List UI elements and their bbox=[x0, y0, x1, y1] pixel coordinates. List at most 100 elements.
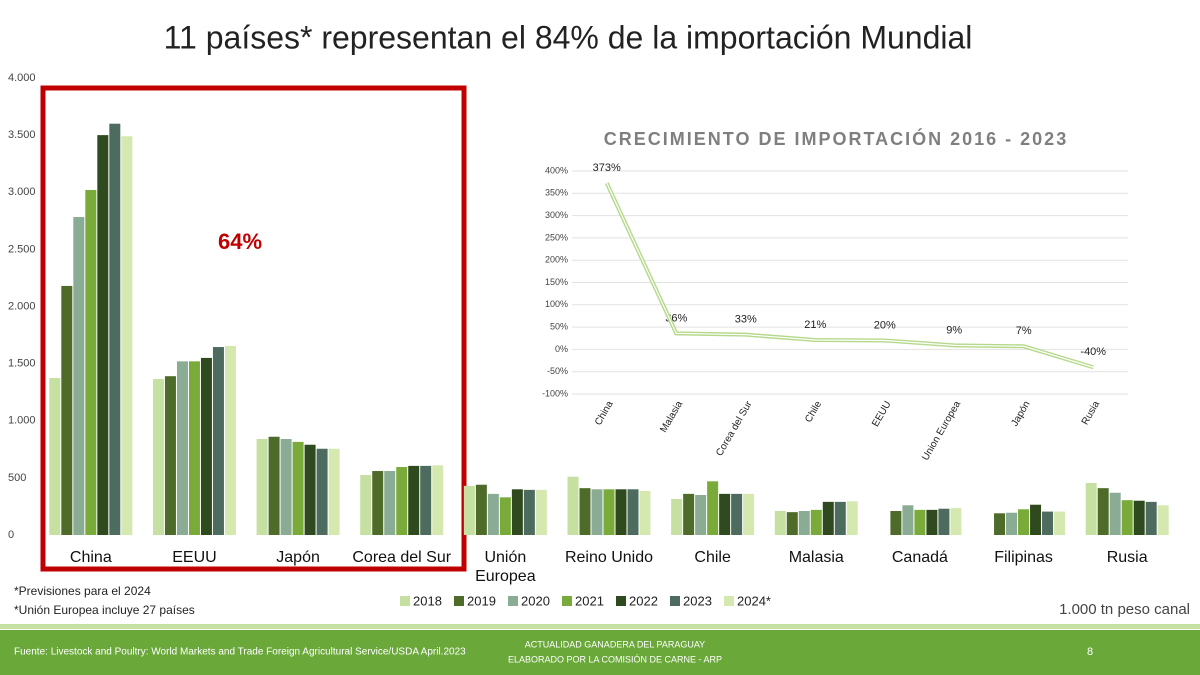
y-tick-label: 0 bbox=[8, 529, 14, 541]
bar bbox=[822, 501, 834, 535]
bar bbox=[396, 467, 408, 535]
bar bbox=[224, 345, 236, 535]
bar bbox=[408, 465, 420, 535]
y-tick-label: 0% bbox=[555, 344, 568, 354]
bar bbox=[1054, 511, 1066, 535]
bar bbox=[1121, 500, 1133, 535]
bar bbox=[950, 508, 962, 535]
bar bbox=[49, 378, 61, 535]
bar bbox=[846, 501, 858, 535]
x-tick-label: EEUU bbox=[172, 549, 217, 566]
x-tick-label: EEUU bbox=[870, 399, 893, 429]
y-tick-label: 100% bbox=[545, 299, 568, 309]
x-tick-label: Filipinas bbox=[994, 549, 1053, 566]
data-label: -40% bbox=[1080, 346, 1106, 358]
bar bbox=[810, 509, 822, 535]
bar bbox=[360, 475, 372, 535]
legend-swatch bbox=[508, 596, 518, 606]
x-tick-label: Japón bbox=[1009, 399, 1032, 428]
annotation: 64% bbox=[218, 229, 262, 254]
x-tick-label: Unión Europea bbox=[475, 549, 536, 585]
y-tick-label: 150% bbox=[545, 277, 568, 287]
bar bbox=[683, 493, 695, 535]
legend-swatch bbox=[562, 596, 572, 606]
bar bbox=[212, 347, 224, 535]
bar bbox=[292, 441, 304, 535]
y-tick-label: 400% bbox=[545, 165, 568, 175]
x-tick-label: Corea del Sur bbox=[352, 549, 452, 566]
data-label: 373% bbox=[593, 162, 621, 174]
y-tick-label: 3.500 bbox=[8, 129, 36, 141]
y-tick-label: -100% bbox=[542, 388, 568, 398]
bar bbox=[176, 361, 188, 535]
legend-swatch bbox=[400, 596, 410, 606]
x-tick-label: Corea del Sur bbox=[714, 399, 755, 459]
bar bbox=[256, 439, 268, 535]
data-label: 33% bbox=[735, 314, 757, 326]
x-tick-label: Malasia bbox=[788, 549, 844, 566]
y-tick-label: -50% bbox=[547, 366, 568, 376]
y-tick-label: 3.000 bbox=[8, 186, 36, 198]
inset-title: CRECIMIENTO DE IMPORTACIÓN 2016 - 2023 bbox=[604, 128, 1068, 149]
bar bbox=[1097, 488, 1109, 535]
x-tick-label: Chile bbox=[803, 399, 824, 425]
y-tick-label: 2.500 bbox=[8, 243, 36, 255]
highlight-box bbox=[40, 85, 467, 572]
bar bbox=[152, 379, 164, 535]
legend-label: 2019 bbox=[467, 593, 496, 608]
bar bbox=[938, 508, 950, 535]
bar bbox=[109, 123, 121, 535]
bar bbox=[85, 189, 97, 535]
y-tick-label: 300% bbox=[545, 210, 568, 220]
footer-center: ELABORADO POR LA COMISIÓN DE CARNE - ARP bbox=[508, 654, 722, 664]
footer-line bbox=[0, 624, 1200, 629]
y-tick-label: 250% bbox=[545, 232, 568, 242]
bar bbox=[475, 484, 487, 535]
bar bbox=[786, 512, 798, 535]
bar bbox=[695, 495, 707, 535]
legend-swatch bbox=[616, 596, 626, 606]
y-tick-label: 200% bbox=[545, 255, 568, 265]
bar bbox=[188, 361, 200, 535]
legend-label: 2020 bbox=[521, 593, 550, 608]
bar bbox=[798, 511, 810, 535]
bar bbox=[1133, 500, 1145, 535]
bar bbox=[926, 509, 938, 535]
footer-source: Fuente: Livestock and Poultry: World Mar… bbox=[14, 647, 466, 658]
line bbox=[604, 182, 1094, 370]
x-tick-label: Union Europea bbox=[920, 399, 963, 463]
legend-label: 2023 bbox=[683, 593, 712, 608]
y-tick-label: 1.500 bbox=[8, 358, 36, 370]
bar bbox=[1157, 505, 1169, 535]
bar bbox=[304, 444, 316, 535]
bar bbox=[707, 481, 719, 535]
bar bbox=[639, 491, 651, 535]
legend-swatch bbox=[454, 596, 464, 606]
bar bbox=[97, 135, 109, 535]
bar bbox=[890, 511, 902, 535]
bar bbox=[731, 493, 743, 535]
bar bbox=[200, 357, 212, 535]
data-label: 7% bbox=[1016, 325, 1032, 337]
legend-swatch bbox=[670, 596, 680, 606]
bar bbox=[567, 476, 579, 535]
x-tick-label: China bbox=[593, 399, 616, 428]
note: *Unión Europea incluye 27 países bbox=[14, 603, 195, 617]
bar bbox=[1006, 512, 1018, 535]
bar bbox=[73, 217, 85, 536]
bar bbox=[61, 285, 73, 535]
legend-label: 2024* bbox=[737, 593, 771, 608]
y-tick-label: 350% bbox=[545, 188, 568, 198]
bar bbox=[280, 439, 292, 535]
y-tick-label: 500 bbox=[8, 472, 26, 484]
bar bbox=[1018, 509, 1030, 535]
bar bbox=[463, 485, 475, 535]
footer-center: ACTUALIDAD GANADERA DEL PARAGUAY bbox=[525, 639, 705, 649]
bar bbox=[743, 493, 755, 535]
slide-title: 11 países* representan el 84% de la impo… bbox=[164, 19, 973, 55]
data-label: 20% bbox=[874, 319, 896, 331]
x-tick-label: Rusia bbox=[1080, 399, 1103, 427]
note: *Previsiones para el 2024 bbox=[14, 584, 151, 598]
bar bbox=[164, 376, 176, 535]
